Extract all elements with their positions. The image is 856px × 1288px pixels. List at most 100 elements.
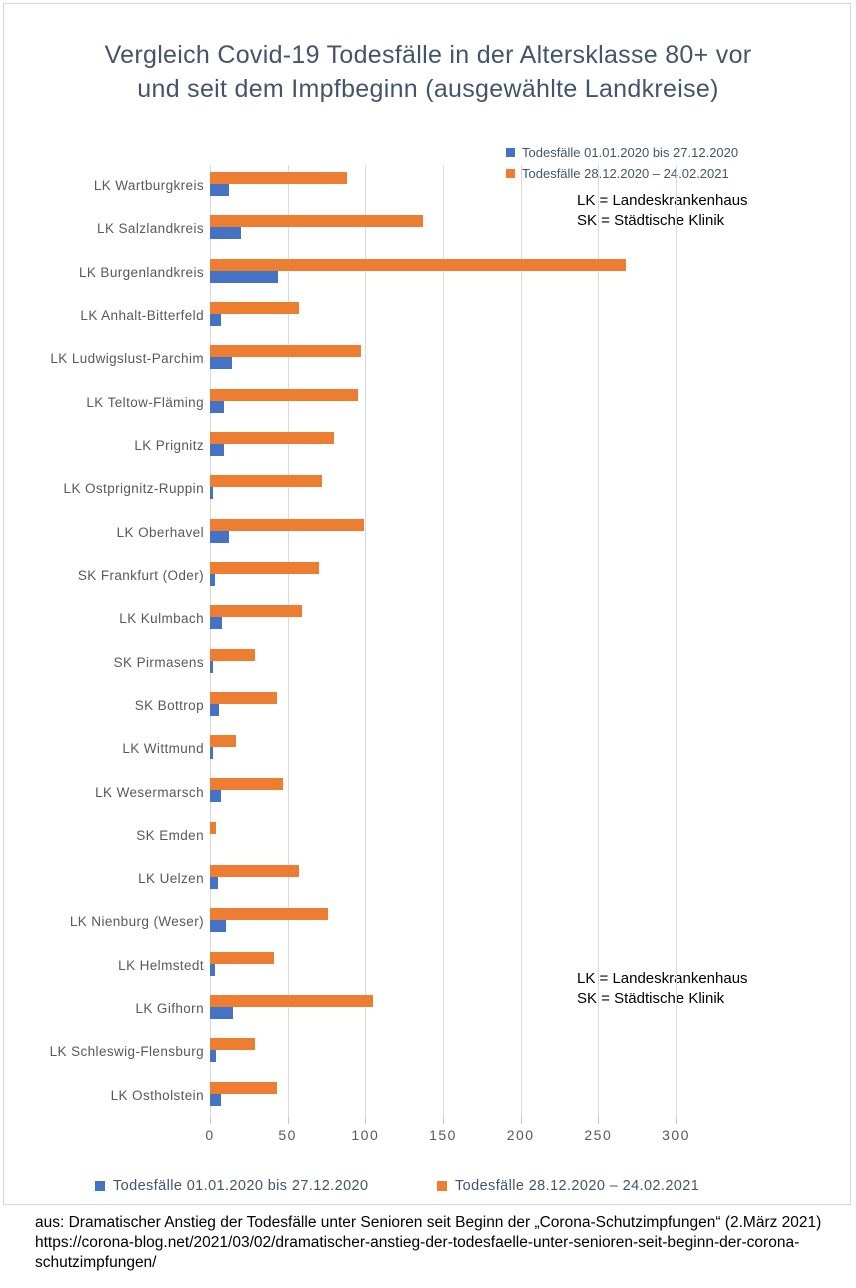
- source-line-2: https://corona-blog.net/2021/03/02/drama…: [35, 1234, 800, 1251]
- bar-series2: [210, 172, 347, 184]
- category-label: LK Burgenlandkreis: [78, 264, 204, 280]
- bar-series2: [210, 605, 302, 618]
- x-tick-label: 0: [205, 1127, 215, 1143]
- category-label: LK Teltow-Fläming: [86, 394, 204, 410]
- bar-series1: [210, 1093, 221, 1106]
- bar-row: [210, 858, 676, 901]
- bar-row: [210, 642, 676, 685]
- category-label: SK Frankfurt (Oder): [77, 567, 204, 583]
- bar-series1: [210, 617, 223, 630]
- bar-series1: [210, 963, 215, 976]
- x-tick-label: 250: [584, 1127, 613, 1143]
- bar-series2: [210, 258, 627, 271]
- bar-series1: [210, 313, 221, 326]
- category-label: LK Kulmbach: [119, 611, 204, 627]
- bar-series1: [210, 227, 242, 240]
- bar-row: [210, 208, 676, 251]
- category-label: LK Salzlandkreis: [97, 221, 204, 237]
- category-label: SK Bottrop: [134, 697, 204, 713]
- annotation-line-sk: SK = Städtische Klinik: [577, 990, 725, 1007]
- annotation-line-lk: LK = Landeskrankenhaus: [577, 192, 748, 209]
- legend-label-series1: Todesfälle 01.01.2020 bis 27.12.2020: [522, 145, 739, 160]
- category-label: LK Helmstedt: [118, 957, 204, 973]
- bar-series2: [210, 561, 319, 574]
- axis-tick: [520, 1118, 522, 1124]
- bar-row: [210, 728, 676, 771]
- bar-row: [210, 815, 676, 858]
- legend-label-series1: Todesfälle 01.01.2020 bis 27.12.2020: [113, 1178, 369, 1194]
- bar-row: [210, 425, 676, 468]
- axis-tick: [365, 1118, 367, 1124]
- category-label: LK Schleswig-Flensburg: [49, 1044, 204, 1060]
- bar-series2: [210, 1081, 277, 1094]
- bar-series2: [210, 821, 217, 834]
- bar-series2: [210, 301, 299, 314]
- axis-tick: [287, 1118, 289, 1124]
- category-label: LK Nienburg (Weser): [69, 914, 204, 930]
- gridline: [365, 165, 367, 1118]
- bar-series2: [210, 951, 274, 964]
- bar-series2: [210, 388, 358, 401]
- source-line-3: schutzimpfungen/: [35, 1254, 157, 1271]
- bar-series2: [210, 215, 423, 228]
- bar-series2: [210, 431, 335, 444]
- bar-row: [210, 945, 676, 988]
- series2-swatch-icon: [437, 1181, 447, 1191]
- bar-series1: [210, 920, 226, 933]
- bar-series1: [210, 530, 229, 543]
- bar-series2: [210, 1038, 256, 1051]
- legend-bottom: Todesfälle 01.01.2020 bis 27.12.2020 Tod…: [0, 1176, 856, 1196]
- x-tick-label: 150: [429, 1127, 457, 1143]
- bar-series2: [210, 518, 364, 531]
- category-label: SK Emden: [136, 827, 204, 843]
- bar-row: [210, 468, 676, 511]
- category-axis: LK Wartburgkreis LK Salzlandkreis LK Burge…: [0, 165, 204, 1118]
- bar-series1: [210, 790, 221, 803]
- bar-series1: [210, 184, 229, 196]
- category-label: LK Ostholstein: [110, 1087, 204, 1103]
- bar-series1: [210, 443, 224, 456]
- series1-swatch-icon: [95, 1181, 105, 1191]
- series1-swatch-icon: [506, 148, 515, 157]
- bar-series2: [210, 865, 299, 878]
- bar-series2: [210, 691, 277, 704]
- x-tick-label: 200: [506, 1127, 535, 1143]
- gridline: [287, 165, 289, 1118]
- bar-row: [210, 988, 676, 1031]
- legend-item-series1: Todesfälle 01.01.2020 bis 27.12.2020: [95, 1178, 368, 1194]
- bar-row: [210, 771, 676, 814]
- bar-series2: [210, 735, 237, 748]
- bar-row: [210, 252, 676, 295]
- bar-row: [210, 555, 676, 598]
- axis-tick: [210, 1118, 211, 1124]
- bar-series2: [210, 995, 374, 1008]
- axis-tick: [598, 1118, 600, 1124]
- bar-series1: [210, 877, 218, 890]
- category-label: LK Wittmund: [122, 741, 204, 757]
- annotation-line-lk: LK = Landeskrankenhaus: [577, 970, 748, 987]
- bar-series1: [210, 357, 232, 370]
- bar-row: [210, 512, 676, 555]
- source-line-1: aus: Dramatischer Anstieg der Todesfälle…: [35, 1214, 822, 1231]
- plot-area: [210, 165, 677, 1124]
- bar-row: [210, 1031, 676, 1074]
- series2-swatch-icon: [506, 169, 515, 178]
- category-label: SK Pirmasens: [113, 654, 204, 670]
- annotation-bottom: LK = Landeskrankenhaus SK = Städtische K…: [577, 969, 748, 1009]
- bar-row: [210, 382, 676, 425]
- gridline: [598, 165, 600, 1118]
- bar-series2: [210, 345, 361, 358]
- gridline: [210, 165, 211, 1118]
- legend-label-series2: Todesfälle 28.12.2020 – 24.02.2021: [522, 166, 729, 181]
- bar-series1: [210, 660, 214, 673]
- legend-label-series2: Todesfälle 28.12.2020 – 24.02.2021: [455, 1178, 700, 1194]
- legend-item-series2: Todesfälle 28.12.2020 – 24.02.2021: [506, 163, 738, 184]
- category-label: LK Oberhavel: [116, 524, 204, 540]
- chart-frame: [3, 3, 851, 1205]
- bar-series1: [210, 487, 214, 500]
- bar-series1: [210, 747, 214, 760]
- bar-series2: [210, 648, 256, 661]
- legend-top: Todesfälle 01.01.2020 bis 27.12.2020 Tod…: [506, 142, 738, 184]
- category-label: LK Anhalt-Bitterfeld: [80, 308, 204, 324]
- bar-row: [210, 1075, 676, 1118]
